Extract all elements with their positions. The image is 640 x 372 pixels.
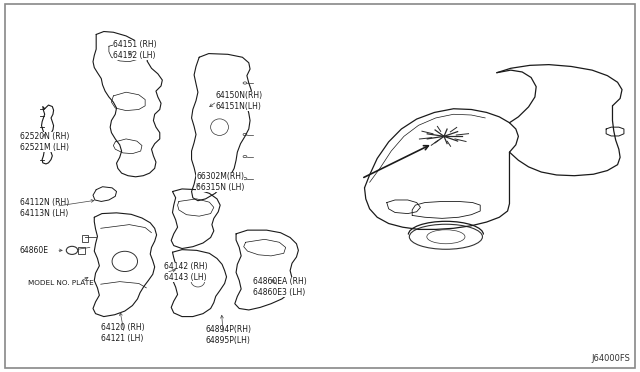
Text: 62520N (RH)
62521M (LH): 62520N (RH) 62521M (LH)	[20, 132, 69, 152]
Text: 64112N (RH)
64113N (LH): 64112N (RH) 64113N (LH)	[20, 198, 69, 218]
Ellipse shape	[243, 177, 247, 180]
Bar	[81, 235, 88, 242]
Text: 64150N(RH)
64151N(LH): 64150N(RH) 64151N(LH)	[215, 92, 262, 112]
Text: 64142 (RH)
64143 (LH): 64142 (RH) 64143 (LH)	[164, 262, 208, 282]
Text: J64000FS: J64000FS	[591, 354, 630, 363]
Ellipse shape	[243, 82, 247, 84]
Ellipse shape	[243, 134, 247, 136]
Text: 64120 (RH)
64121 (LH): 64120 (RH) 64121 (LH)	[100, 323, 144, 343]
Ellipse shape	[243, 155, 247, 158]
Text: 66302M(RH)
66315N (LH): 66302M(RH) 66315N (LH)	[196, 172, 244, 192]
Text: MODEL NO. PLATE: MODEL NO. PLATE	[28, 280, 93, 286]
Text: 64860E: 64860E	[20, 246, 49, 255]
Ellipse shape	[243, 100, 247, 103]
Text: 64860EA (RH)
64860E3 (LH): 64860EA (RH) 64860E3 (LH)	[253, 277, 307, 297]
Text: 64151 (RH)
64152 (LH): 64151 (RH) 64152 (LH)	[113, 40, 157, 60]
Text: 64894P(RH)
64895P(LH): 64894P(RH) 64895P(LH)	[205, 325, 252, 345]
Bar	[78, 247, 84, 254]
